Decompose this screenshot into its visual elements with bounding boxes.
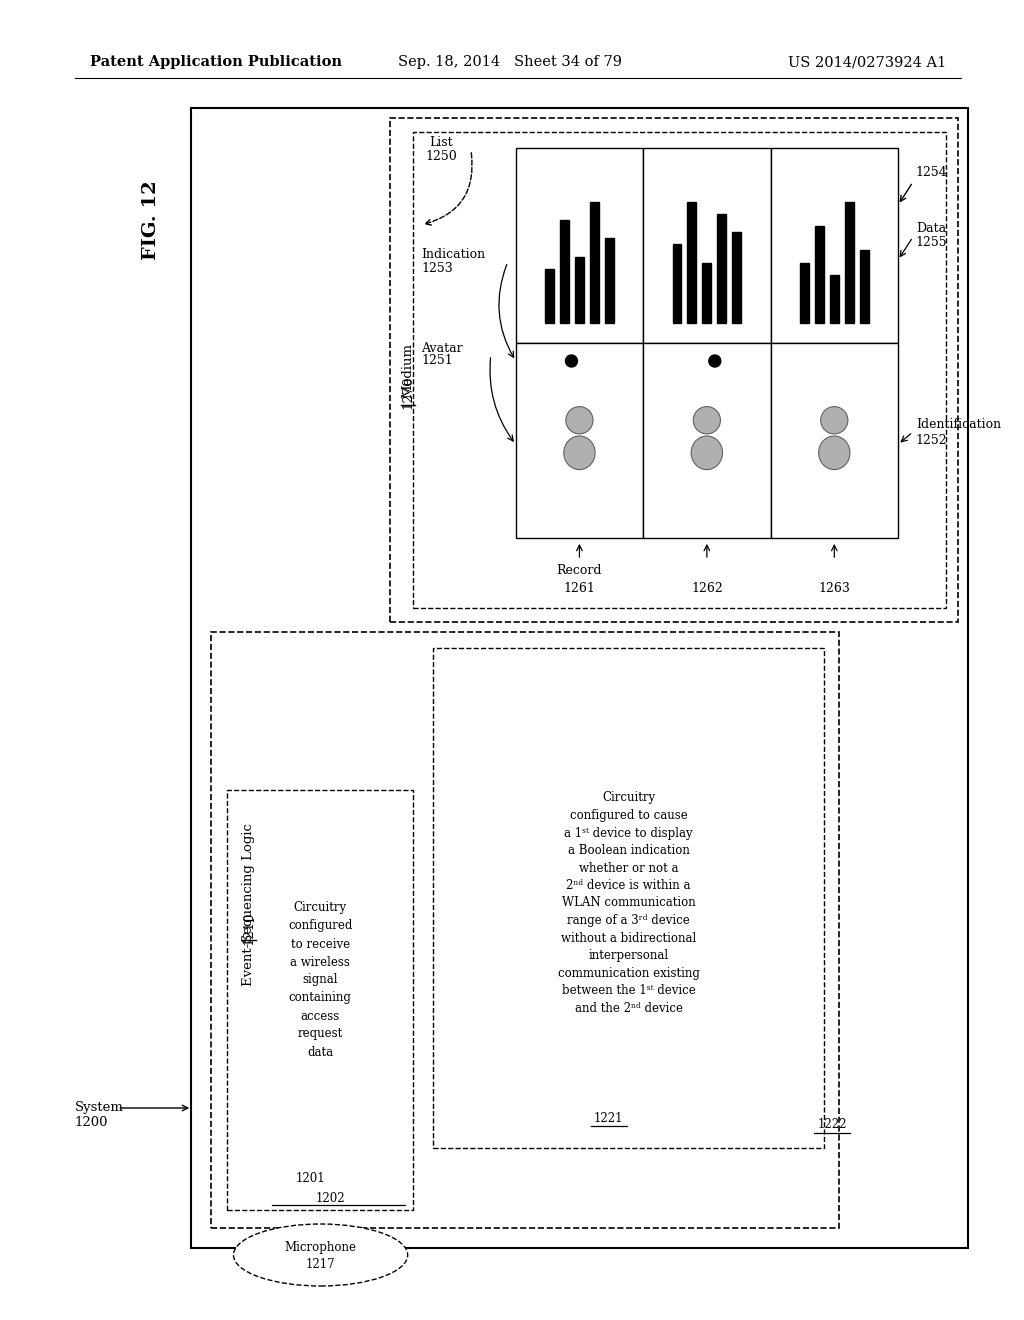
Bar [560, 220, 569, 323]
Text: Microphone: Microphone [285, 1242, 356, 1254]
Bar [718, 214, 726, 323]
Bar [433, 648, 824, 1148]
Bar [516, 148, 643, 343]
Text: Patent Application Publication: Patent Application Publication [90, 55, 342, 69]
Text: Event-Sequencing Logic: Event-Sequencing Logic [243, 824, 255, 986]
Text: 1255: 1255 [915, 235, 947, 248]
Text: Identification: Identification [915, 418, 1001, 432]
Text: 1263: 1263 [818, 582, 850, 594]
Text: List: List [429, 136, 453, 149]
Bar [191, 108, 968, 1247]
Bar [815, 226, 824, 323]
Bar [702, 263, 712, 323]
Bar [643, 343, 771, 539]
Bar [413, 132, 946, 609]
Text: 1217: 1217 [306, 1258, 336, 1270]
Text: 1221: 1221 [594, 1111, 624, 1125]
Bar [574, 256, 584, 323]
Text: Indication: Indication [421, 248, 485, 261]
Circle shape [693, 407, 721, 434]
Bar [771, 343, 898, 539]
Bar [643, 148, 771, 343]
Bar [605, 239, 613, 323]
Text: 1250: 1250 [425, 149, 457, 162]
Bar [829, 275, 839, 323]
Circle shape [566, 407, 593, 434]
Bar [800, 263, 809, 323]
Text: Avatar: Avatar [421, 342, 463, 355]
Text: 1202: 1202 [315, 1192, 345, 1204]
Bar [860, 251, 868, 323]
Text: Data: Data [915, 222, 946, 235]
Text: FIG. 12: FIG. 12 [142, 181, 161, 260]
Text: Sep. 18, 2014   Sheet 34 of 79: Sep. 18, 2014 Sheet 34 of 79 [397, 55, 622, 69]
Text: 1253: 1253 [421, 261, 453, 275]
Bar [390, 117, 957, 622]
Text: Circuitry
configured to cause
a 1ˢᵗ device to display
a Boolean indication
wheth: Circuitry configured to cause a 1ˢᵗ devi… [558, 792, 699, 1015]
Text: 1270: 1270 [401, 375, 415, 409]
Text: 1210: 1210 [243, 911, 255, 945]
Bar [687, 202, 696, 323]
Bar [732, 232, 741, 323]
Text: Record: Record [557, 564, 602, 577]
Text: 1222: 1222 [817, 1118, 847, 1131]
Circle shape [709, 355, 721, 367]
Ellipse shape [233, 1224, 408, 1286]
Ellipse shape [564, 436, 595, 470]
Bar [673, 244, 682, 323]
Bar [845, 202, 854, 323]
Bar [227, 789, 413, 1210]
Bar [590, 202, 599, 323]
Bar [545, 268, 554, 323]
Text: 1251: 1251 [421, 355, 453, 367]
Ellipse shape [691, 436, 723, 470]
Bar [211, 632, 840, 1228]
Text: 1201: 1201 [295, 1172, 325, 1184]
Bar [516, 343, 643, 539]
Text: US 2014/0273924 A1: US 2014/0273924 A1 [787, 55, 946, 69]
Text: 1261: 1261 [563, 582, 595, 594]
Text: System: System [75, 1101, 124, 1114]
Text: 1254: 1254 [915, 165, 947, 178]
Text: Circuitry
configured
to receive
a wireless
signal
containing
access
request
data: Circuitry configured to receive a wirele… [288, 902, 352, 1059]
Text: 1252: 1252 [915, 433, 947, 446]
Ellipse shape [818, 436, 850, 470]
Circle shape [820, 407, 848, 434]
Circle shape [565, 355, 578, 367]
Text: 1200: 1200 [75, 1117, 109, 1130]
Bar [771, 148, 898, 343]
Text: Medium: Medium [401, 342, 415, 397]
Text: 1262: 1262 [691, 582, 723, 594]
